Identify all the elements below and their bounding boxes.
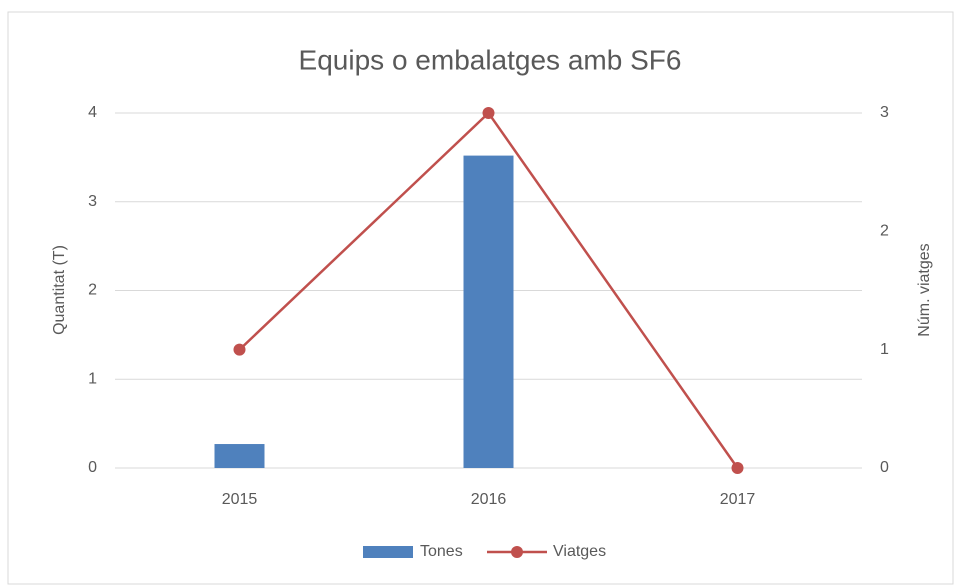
y2-tick-label: 1 — [880, 341, 889, 358]
y-axis-label: Quantitat (T) — [51, 245, 68, 335]
y2-axis-label: Núm. viatges — [916, 243, 933, 336]
bar — [214, 444, 265, 468]
x-tick-label: 2017 — [720, 491, 756, 508]
y-tick-label: 0 — [88, 459, 97, 476]
point — [731, 462, 744, 474]
legend-marker — [511, 546, 523, 558]
y-tick-label: 2 — [88, 282, 97, 299]
y-tick-label: 3 — [88, 193, 97, 210]
y-tick-label: 1 — [88, 370, 97, 387]
y2-tick-label: 0 — [880, 459, 889, 476]
x-tick-label: 2015 — [222, 491, 258, 508]
y2-tick-label: 2 — [880, 223, 889, 240]
y-tick-label: 4 — [88, 104, 97, 121]
legend-swatch — [363, 546, 413, 558]
point — [233, 343, 246, 356]
point — [482, 107, 495, 119]
y2-tick-label: 3 — [880, 104, 889, 121]
legend-label: Viatges — [553, 543, 606, 560]
bar — [463, 155, 514, 468]
chart-title: Equips o embalatges amb SF6 — [299, 44, 682, 75]
x-tick-label: 2016 — [471, 491, 507, 508]
legend-label: Tones — [420, 543, 463, 560]
